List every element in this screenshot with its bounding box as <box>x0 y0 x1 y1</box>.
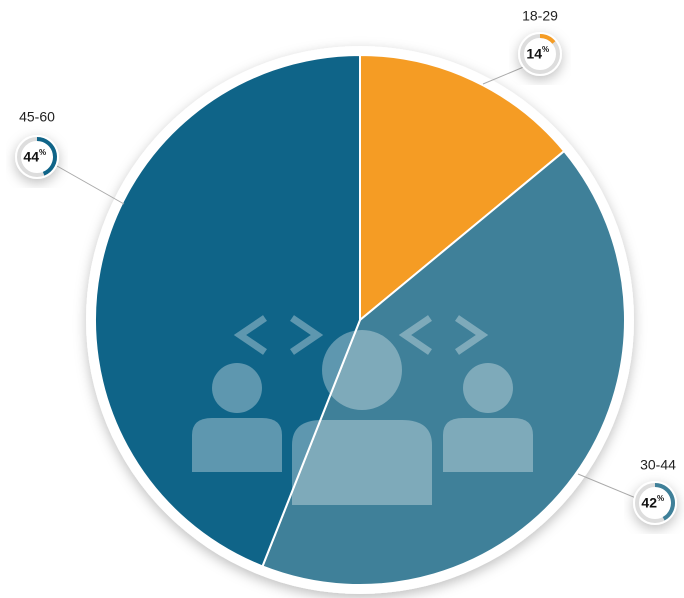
badges: 18-29 14 % 30-44 42 % 45-60 44% <box>15 8 677 525</box>
people-icon <box>192 330 533 505</box>
leader-line <box>56 165 125 205</box>
bracket <box>398 315 432 355</box>
unit-label: % <box>542 45 549 54</box>
leader-line <box>482 65 527 85</box>
badge-arc <box>539 34 556 44</box>
pie-slice <box>359 53 566 323</box>
badge-bg <box>518 32 562 76</box>
value-label: 44 <box>23 149 39 165</box>
bracket <box>455 315 489 355</box>
slices <box>94 53 626 586</box>
badge-arc <box>36 137 57 176</box>
leader-line <box>577 473 637 499</box>
body <box>292 420 432 505</box>
code-brackets <box>233 315 489 355</box>
bracket <box>290 315 324 355</box>
unit-label: % <box>39 148 46 157</box>
pie-slice <box>261 149 626 586</box>
head <box>463 363 513 413</box>
head <box>322 330 402 410</box>
bracket <box>233 315 267 355</box>
head <box>212 363 262 413</box>
value-label: 14 <box>526 46 542 62</box>
category-label: 18-29 <box>522 8 558 24</box>
category-label: 45-60 <box>19 109 55 125</box>
body <box>192 418 282 472</box>
badge-bg <box>633 481 677 525</box>
pie-slice <box>94 53 361 568</box>
category-label: 30-44 <box>640 457 676 473</box>
body <box>443 418 533 472</box>
unit-label: % <box>657 494 664 503</box>
badge-arc <box>654 483 675 521</box>
badge-bg <box>15 135 59 179</box>
value-label: 42 <box>641 495 657 511</box>
